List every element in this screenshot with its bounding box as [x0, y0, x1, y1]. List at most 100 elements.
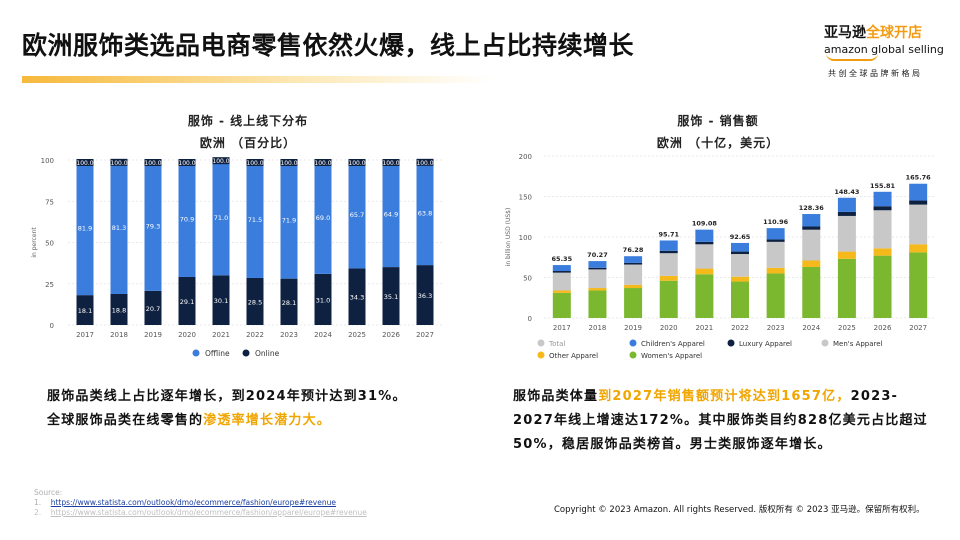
source-item-1: 1. https://www.statista.com/outlook/dmo/…	[34, 498, 367, 508]
total-data-label: 100.0	[144, 160, 161, 167]
left-desc-line1: 服饰品类线上占比逐年增长，到2024年预计达到31%。	[47, 389, 407, 404]
bar-segment	[659, 250, 678, 254]
bar-offline	[348, 160, 366, 269]
y-tick-label: 100	[519, 234, 532, 242]
left-chart-title: 服饰 - 线上线下分布	[187, 114, 309, 128]
x-tick-label: 2023	[767, 324, 785, 332]
x-tick-label: 2025	[348, 331, 366, 339]
total-label-bg	[314, 159, 332, 166]
total-label-bg	[348, 159, 366, 166]
left-desc-line2a: 全球服饰品类在线零售的	[47, 413, 204, 428]
bar-offline	[110, 159, 128, 294]
online-data-label: 18.8	[112, 306, 126, 314]
total-data-label: 148.43	[834, 188, 859, 196]
bar-segment	[695, 241, 714, 245]
offline-data-label: 63.8	[418, 209, 432, 217]
total-data-label: 100.0	[76, 160, 93, 167]
bar-segment	[552, 272, 571, 291]
total-data-label: 100.0	[178, 160, 195, 167]
bar-segment	[731, 281, 749, 318]
legend-label: Online	[255, 349, 280, 358]
offline-data-label: 71.9	[282, 216, 296, 224]
bar-offline	[280, 160, 298, 279]
online-data-label: 36.3	[418, 292, 432, 300]
online-data-label: 18.1	[78, 307, 92, 315]
x-tick-label: 2022	[246, 331, 264, 339]
source-item-2: 2. https://www.statista.com/outlook/dmo/…	[34, 508, 367, 518]
logo-text: 亚马逊全球开店	[824, 22, 944, 42]
bar-segment	[802, 229, 821, 261]
y-tick-label: 75	[45, 198, 54, 206]
total-label-bg	[212, 157, 230, 165]
x-tick-label: 2018	[110, 331, 128, 339]
bar-segment	[909, 252, 928, 318]
amazon-global-selling-logo: 亚马逊全球开店 amazon global selling 共创全球品牌新格局	[824, 22, 944, 79]
total-data-label: 165.76	[906, 174, 932, 182]
bar-segment	[873, 248, 892, 256]
legend-swatch	[192, 349, 200, 357]
total-data-label: 100.0	[348, 160, 365, 167]
x-tick-label: 2021	[212, 331, 230, 339]
source-link-1[interactable]: https://www.statista.com/outlook/dmo/eco…	[50, 498, 336, 507]
bar-online	[416, 265, 434, 325]
bar-offline	[416, 159, 434, 266]
bar-segment	[695, 268, 714, 275]
bar-segment	[766, 241, 785, 268]
total-label-bg	[246, 159, 264, 166]
x-tick-label: 2020	[178, 331, 196, 339]
offline-data-label: 69.0	[316, 214, 330, 222]
y-tick-label: 200	[519, 153, 532, 161]
x-tick-label: 2018	[589, 324, 607, 332]
y-tick-label: 0	[50, 322, 54, 330]
bar-segment	[588, 267, 607, 270]
copyright-text: Copyright © 2023 Amazon. All rights Rese…	[554, 505, 925, 515]
bar-segment	[552, 271, 571, 273]
legend-swatch	[537, 339, 545, 347]
bar-segment	[731, 254, 749, 277]
bar-online	[76, 295, 94, 325]
legend-swatch	[821, 339, 829, 347]
legend-label: Women's Apparel	[641, 352, 702, 360]
total-label-bg	[178, 159, 196, 166]
offline-data-label: 70.9	[180, 215, 194, 223]
total-data-label: 128.36	[799, 204, 825, 212]
x-tick-label: 2027	[416, 331, 434, 339]
revenue-chart: 服饰 - 销售额 欧洲 （十亿，美元） 0 50 100 150 200 in billi…	[495, 100, 941, 372]
bar-segment	[909, 244, 928, 253]
x-tick-label: 2024	[314, 331, 332, 339]
x-tick-label: 2026	[874, 324, 892, 332]
bar-online	[144, 290, 162, 325]
right-desc-p1: 服饰品类体量	[513, 389, 599, 404]
y-tick-label: 50	[45, 240, 54, 248]
bar-offline	[178, 160, 196, 277]
total-data-label: 92.65	[730, 233, 751, 241]
left-description: 服饰品类线上占比逐年增长，到2024年预计达到31%。 全球服饰品类在线零售的渗…	[47, 385, 477, 433]
bar-segment	[837, 251, 856, 259]
bar-online	[246, 277, 264, 325]
bar-segment	[802, 260, 821, 267]
legend-label: Total	[548, 340, 565, 348]
x-tick-label: 2019	[624, 324, 642, 332]
source-num: 2.	[34, 508, 42, 517]
left-desc-line2: 全球服饰品类在线零售的渗透率增长潜力大。	[47, 409, 477, 433]
online-data-label: 35.1	[384, 293, 398, 301]
x-tick-label: 2024	[802, 324, 820, 332]
online-data-label: 20.7	[146, 305, 160, 313]
bar-segment	[802, 214, 821, 227]
logo-part2: 全球开店	[866, 25, 922, 41]
y-tick-label: 0	[528, 315, 532, 323]
logo-part1: 亚马逊	[824, 25, 866, 41]
total-label-bg	[280, 159, 298, 166]
total-data-label: 109.08	[692, 220, 718, 228]
bar-segment	[552, 292, 571, 318]
source-notes: Source: 1. https://www.statista.com/outl…	[34, 488, 367, 518]
bar-segment	[624, 284, 643, 289]
bar-segment	[624, 264, 643, 285]
bar-offline	[212, 158, 230, 276]
legend-label: Other Apparel	[549, 352, 598, 360]
bar-segment	[731, 276, 749, 282]
bar-segment	[802, 266, 821, 318]
source-link-2[interactable]: https://www.statista.com/outlook/dmo/eco…	[50, 508, 367, 517]
x-tick-label: 2027	[909, 324, 927, 332]
bar-offline	[314, 160, 332, 274]
